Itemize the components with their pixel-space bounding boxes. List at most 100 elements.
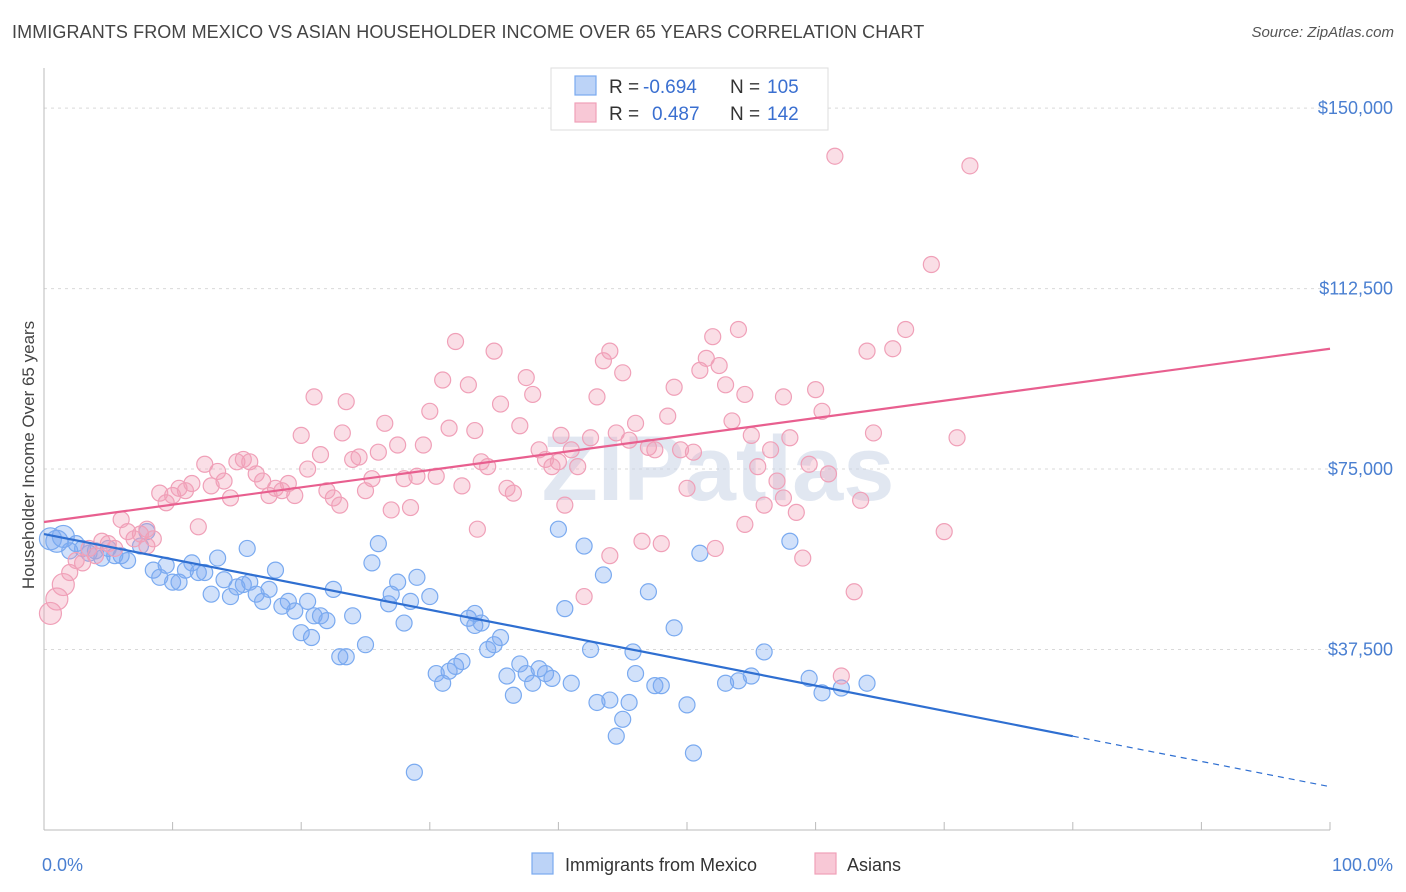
asians-point-94	[646, 441, 664, 459]
asians-point-131	[961, 157, 979, 175]
asians-point-95	[652, 535, 670, 553]
mexico-point-92	[691, 544, 709, 562]
axes	[43, 68, 1331, 831]
asians-point-126	[864, 424, 883, 442]
asians-point-25	[202, 477, 220, 495]
legend-n-value-asians: 142	[767, 104, 799, 125]
asians-point-130	[948, 429, 966, 447]
y-tick-label-2: $112,500	[1319, 279, 1393, 299]
asians-point-116	[787, 503, 805, 521]
x-tick-labels: 0.0% 100.0%	[42, 855, 1393, 875]
asians-point-91	[626, 414, 645, 432]
mexico-point-93	[716, 674, 735, 692]
asians-point-70	[491, 395, 510, 413]
asians-point-82	[569, 458, 587, 476]
mexico-point-86	[639, 583, 658, 601]
asians-point-105	[716, 376, 735, 394]
asians-point-133	[601, 547, 619, 565]
asians-point-19	[164, 486, 182, 505]
asians-point-118	[800, 455, 818, 473]
legend-r-value-asians: 0.487	[652, 104, 700, 125]
asians-point-56	[401, 498, 420, 517]
mexico-point-101	[755, 643, 773, 661]
mexico-point-106	[238, 539, 256, 558]
asians-point-85	[588, 388, 606, 406]
mexico-point-52	[395, 614, 413, 632]
asians-point-108	[736, 385, 754, 404]
mexico-point-88	[652, 677, 670, 695]
asians-point-84	[581, 429, 600, 447]
mexico-point-42	[318, 612, 336, 630]
asians-point-65	[459, 376, 477, 394]
asians-point-122	[832, 667, 850, 685]
asians-point-134	[138, 537, 156, 555]
mexico-point-96	[781, 532, 799, 550]
mexico-point-49	[369, 535, 387, 553]
asians-trend-line	[43, 347, 1331, 524]
asians-point-22	[183, 474, 201, 493]
mexico-point-18	[164, 573, 182, 591]
mexico-point-31	[247, 585, 265, 603]
mexico-point-27	[221, 587, 240, 606]
asians-point-7	[86, 547, 105, 565]
mexico-trend-line-extension	[1072, 735, 1331, 788]
asians-point-79	[549, 453, 568, 471]
asians-point-97	[665, 378, 683, 396]
asians-point-73	[511, 417, 529, 435]
y-tick-label-1: $75,000	[1328, 459, 1393, 479]
asians-point-111	[755, 496, 773, 514]
mexico-point-25	[209, 549, 227, 567]
asians-point-114	[774, 388, 793, 406]
asians-point-61	[434, 371, 452, 389]
asians-point-2	[51, 572, 75, 597]
mexico-point-51	[389, 573, 407, 591]
mexico-point-103	[405, 763, 423, 781]
mexico-point-78	[581, 640, 600, 659]
legend-swatch-mexico	[574, 75, 597, 96]
asians-point-12	[118, 523, 137, 541]
legend-n-value-mexico: 105	[767, 77, 799, 98]
mexico-point-95	[742, 667, 760, 685]
asians-point-90	[620, 431, 638, 449]
asians-point-43	[318, 482, 336, 500]
mexico-point-54	[408, 568, 426, 586]
asians-point-129	[922, 255, 940, 274]
mexico-point-33	[260, 580, 278, 598]
series-legend: Immigrants from Mexico Asians	[531, 852, 901, 875]
asians-point-88	[607, 424, 625, 442]
asians-point-48	[350, 448, 368, 466]
mexico-point-26	[215, 571, 233, 589]
mexico-point-98	[813, 684, 831, 702]
asians-point-123	[845, 583, 863, 601]
asians-point-92	[633, 532, 651, 550]
asians-point-125	[858, 342, 876, 360]
asians-point-45	[331, 496, 349, 514]
asians-point-136	[552, 426, 570, 444]
legend-r-value-mexico: -0.694	[643, 77, 697, 98]
bottom-legend-swatch-mexico	[531, 852, 554, 875]
watermark: ZIPatlas	[542, 418, 895, 520]
mexico-point-34	[266, 561, 285, 579]
asians-point-128	[897, 320, 915, 339]
asians-point-106	[723, 412, 741, 430]
mexico-point-100	[858, 674, 876, 692]
asians-point-103	[704, 328, 722, 346]
mexico-point-39	[299, 592, 317, 610]
mexico-point-60	[453, 652, 471, 671]
legend-r-label-mexico: R =	[609, 77, 639, 98]
mexico-point-36	[279, 592, 297, 610]
asians-point-1	[45, 587, 69, 611]
trend-lines	[43, 347, 1331, 788]
stats-legend: R = -0.694 N = 105 R = 0.487 N = 142	[550, 67, 829, 131]
chart-source: Source: ZipAtlas.com	[1251, 24, 1394, 41]
asians-point-80	[556, 496, 574, 514]
y-tick-label-3: $150,000	[1318, 98, 1393, 118]
mexico-point-76	[562, 674, 580, 692]
asians-point-87	[601, 342, 619, 360]
series-immigrants-from-mexico-points	[38, 520, 876, 781]
mexico-point-77	[575, 537, 593, 555]
asians-point-23	[189, 518, 207, 536]
mexico-point-44	[331, 648, 349, 666]
legend-swatch-asians	[574, 102, 597, 123]
legend-n-label-asians: N =	[730, 104, 760, 125]
